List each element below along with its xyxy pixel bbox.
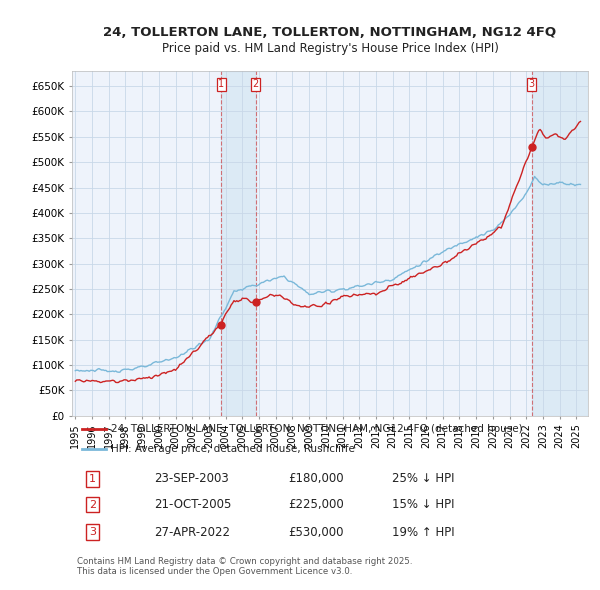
Text: 23-SEP-2003: 23-SEP-2003 <box>155 472 229 485</box>
Bar <box>221 71 256 416</box>
Text: Contains HM Land Registry data © Crown copyright and database right 2025.
This d: Contains HM Land Registry data © Crown c… <box>77 557 413 576</box>
Text: 27-APR-2022: 27-APR-2022 <box>155 526 230 539</box>
Text: 19% ↑ HPI: 19% ↑ HPI <box>392 526 455 539</box>
Text: 3: 3 <box>89 527 96 537</box>
Text: 21-OCT-2005: 21-OCT-2005 <box>155 498 232 511</box>
Bar <box>532 71 588 416</box>
Text: 2: 2 <box>253 80 259 90</box>
Text: 3: 3 <box>529 80 535 90</box>
Text: 1: 1 <box>89 474 96 484</box>
Text: 25% ↓ HPI: 25% ↓ HPI <box>392 472 454 485</box>
Text: 2: 2 <box>89 500 96 510</box>
Text: Price paid vs. HM Land Registry's House Price Index (HPI): Price paid vs. HM Land Registry's House … <box>161 42 499 55</box>
Text: 24, TOLLERTON LANE, TOLLERTON, NOTTINGHAM, NG12 4FQ: 24, TOLLERTON LANE, TOLLERTON, NOTTINGHA… <box>103 26 557 39</box>
Text: 24, TOLLERTON LANE, TOLLERTON, NOTTINGHAM, NG12 4FQ (detached house): 24, TOLLERTON LANE, TOLLERTON, NOTTINGHA… <box>110 424 523 434</box>
Text: HPI: Average price, detached house, Rushcliffe: HPI: Average price, detached house, Rush… <box>110 444 355 454</box>
Text: £530,000: £530,000 <box>289 526 344 539</box>
Text: 15% ↓ HPI: 15% ↓ HPI <box>392 498 454 511</box>
Text: 1: 1 <box>218 80 224 90</box>
Text: £225,000: £225,000 <box>289 498 344 511</box>
Text: £180,000: £180,000 <box>289 472 344 485</box>
